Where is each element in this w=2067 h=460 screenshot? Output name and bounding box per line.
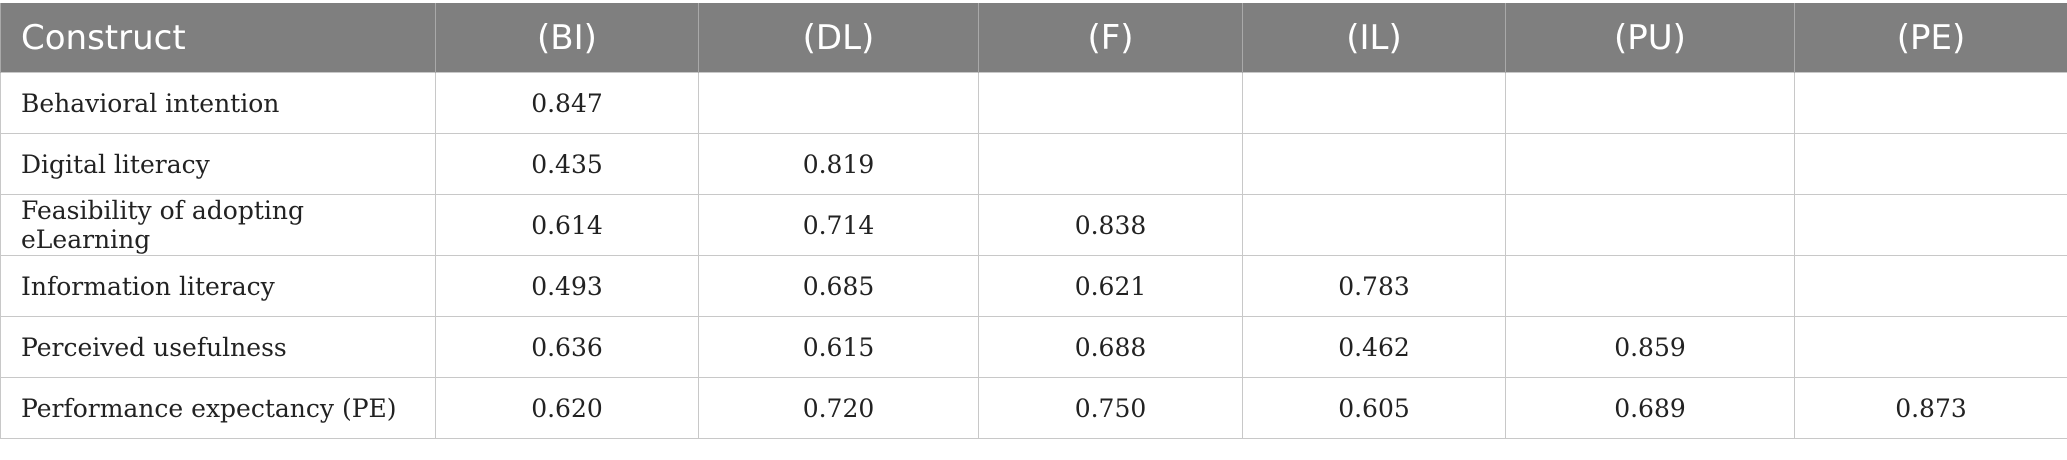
table-row: Feasibility of adopting eLearning 0.614 … [0,194,2067,256]
table-cell: 0.435 [435,133,699,195]
table-cell: 0.614 [435,194,699,256]
table-cell: 0.720 [698,377,979,439]
table-row: Information literacy 0.493 0.685 0.621 0… [0,255,2067,317]
table-cell: 0.838 [978,194,1243,256]
table-cell: 0.873 [1794,377,2067,439]
table-cell: 0.636 [435,316,699,378]
header-f: (F) [978,3,1243,73]
table-cell [1242,194,1506,256]
header-il: (IL) [1242,3,1506,73]
table-cell [1794,194,2067,256]
table-cell: 0.462 [1242,316,1506,378]
header-bi: (BI) [435,3,699,73]
table-cell: 0.847 [435,72,699,134]
table-cell: 0.605 [1242,377,1506,439]
row-label: Information literacy [0,255,436,317]
table-cell [1505,255,1795,317]
correlation-table-container: Construct (BI) (DL) (F) (IL) (PU) (PE) B… [0,3,2067,439]
table-row: Performance expectancy (PE) 0.620 0.720 … [0,377,2067,439]
table-cell: 0.859 [1505,316,1795,378]
header-pu: (PU) [1505,3,1795,73]
table-cell [978,72,1243,134]
table-cell [1242,133,1506,195]
table-row: Digital literacy 0.435 0.819 [0,133,2067,195]
table-cell [1505,72,1795,134]
table-cell: 0.621 [978,255,1243,317]
table-cell: 0.783 [1242,255,1506,317]
row-label: Feasibility of adopting eLearning [0,194,436,256]
table-cell: 0.689 [1505,377,1795,439]
table-row: Behavioral intention 0.847 [0,72,2067,134]
row-label: Digital literacy [0,133,436,195]
table-cell [1794,133,2067,195]
table-cell: 0.750 [978,377,1243,439]
table-cell: 0.620 [435,377,699,439]
table-cell [1794,255,2067,317]
table-cell [1794,316,2067,378]
table-cell [978,133,1243,195]
table-cell: 0.714 [698,194,979,256]
discriminant-validity-table: Construct (BI) (DL) (F) (IL) (PU) (PE) B… [0,3,2067,439]
table-cell: 0.615 [698,316,979,378]
header-pe: (PE) [1794,3,2067,73]
table-cell: 0.685 [698,255,979,317]
table-cell: 0.493 [435,255,699,317]
row-label: Performance expectancy (PE) [0,377,436,439]
table-cell: 0.819 [698,133,979,195]
table-cell [1242,72,1506,134]
row-label: Perceived usefulness [0,316,436,378]
header-row: Construct (BI) (DL) (F) (IL) (PU) (PE) [0,3,2067,73]
table-cell [1794,72,2067,134]
header-construct: Construct [0,3,436,73]
table-cell: 0.688 [978,316,1243,378]
table-row: Perceived usefulness 0.636 0.615 0.688 0… [0,316,2067,378]
table-cell [1505,194,1795,256]
table-cell [698,72,979,134]
table-cell [1505,133,1795,195]
header-dl: (DL) [698,3,979,73]
row-label: Behavioral intention [0,72,436,134]
